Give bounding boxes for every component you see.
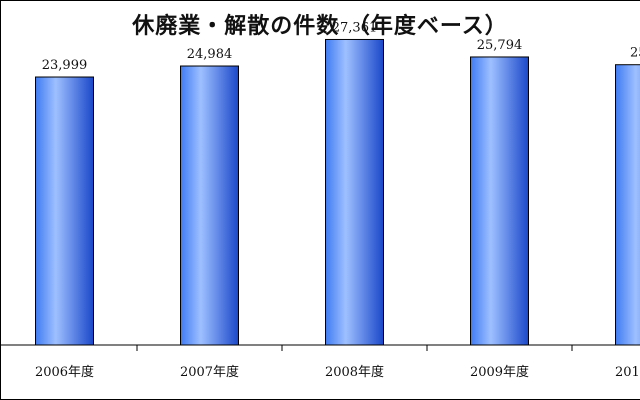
value-label-1: 24,984 [187, 47, 233, 62]
category-label-2: 2008年度 [325, 364, 384, 380]
category-label-0: 2006年度 [35, 364, 94, 380]
chart-title: 休廃業・解散の件数 （年度ベース） [132, 14, 508, 39]
value-label-2: 27,361 [332, 20, 378, 35]
bar-4 [615, 64, 640, 346]
category-label-4: 2010年度 [615, 364, 640, 380]
bar-3 [470, 56, 529, 346]
value-label-3: 25,794 [477, 38, 523, 53]
labels-group: 23,999 2006年度 24,984 2007年度 27,361 2008年度 25,7… [35, 20, 640, 380]
x-ticks-group [136, 345, 573, 351]
bars-group [35, 38, 640, 346]
bar-0 [35, 76, 94, 346]
bar-2 [325, 38, 384, 346]
bar-1 [180, 65, 239, 346]
category-label-1: 2007年度 [180, 364, 239, 380]
value-label-4: 25,1 [630, 46, 640, 61]
category-label-3: 2009年度 [470, 364, 529, 380]
value-label-0: 23,999 [42, 58, 88, 73]
